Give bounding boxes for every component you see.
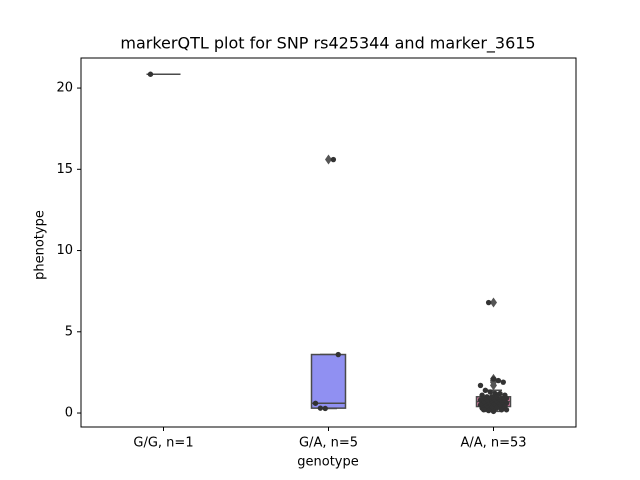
chart-title: markerQTL plot for SNP rs425344 and mark… bbox=[120, 34, 535, 54]
point bbox=[500, 379, 506, 385]
x-axis-label: genotype bbox=[297, 455, 358, 470]
point bbox=[330, 156, 337, 163]
point bbox=[147, 71, 154, 77]
point bbox=[317, 405, 324, 411]
point bbox=[482, 387, 489, 393]
x-tick-label: A/A, n=53 bbox=[460, 436, 526, 451]
x-tick-label: G/G, n=1 bbox=[133, 436, 193, 451]
x-tick-label: G/A, n=5 bbox=[299, 436, 358, 451]
point bbox=[485, 299, 492, 306]
point bbox=[490, 376, 497, 382]
point bbox=[498, 407, 505, 413]
y-tick-label: 5 bbox=[65, 324, 73, 339]
y-tick-label: 20 bbox=[56, 81, 73, 96]
point bbox=[485, 407, 492, 414]
box bbox=[310, 353, 347, 409]
y-tick-label: 10 bbox=[56, 243, 73, 258]
point bbox=[312, 400, 319, 406]
point bbox=[481, 407, 487, 413]
point bbox=[503, 407, 510, 413]
y-axis-label: phenotype bbox=[33, 210, 48, 280]
point bbox=[335, 351, 341, 358]
flier bbox=[490, 297, 497, 308]
point bbox=[490, 408, 497, 415]
y-tick-label: 0 bbox=[65, 406, 73, 421]
point bbox=[487, 389, 493, 395]
flier bbox=[325, 154, 332, 165]
point bbox=[477, 382, 484, 389]
point bbox=[495, 377, 502, 384]
point bbox=[322, 405, 328, 412]
flier bbox=[490, 380, 497, 391]
y-tick-label: 15 bbox=[56, 162, 73, 177]
